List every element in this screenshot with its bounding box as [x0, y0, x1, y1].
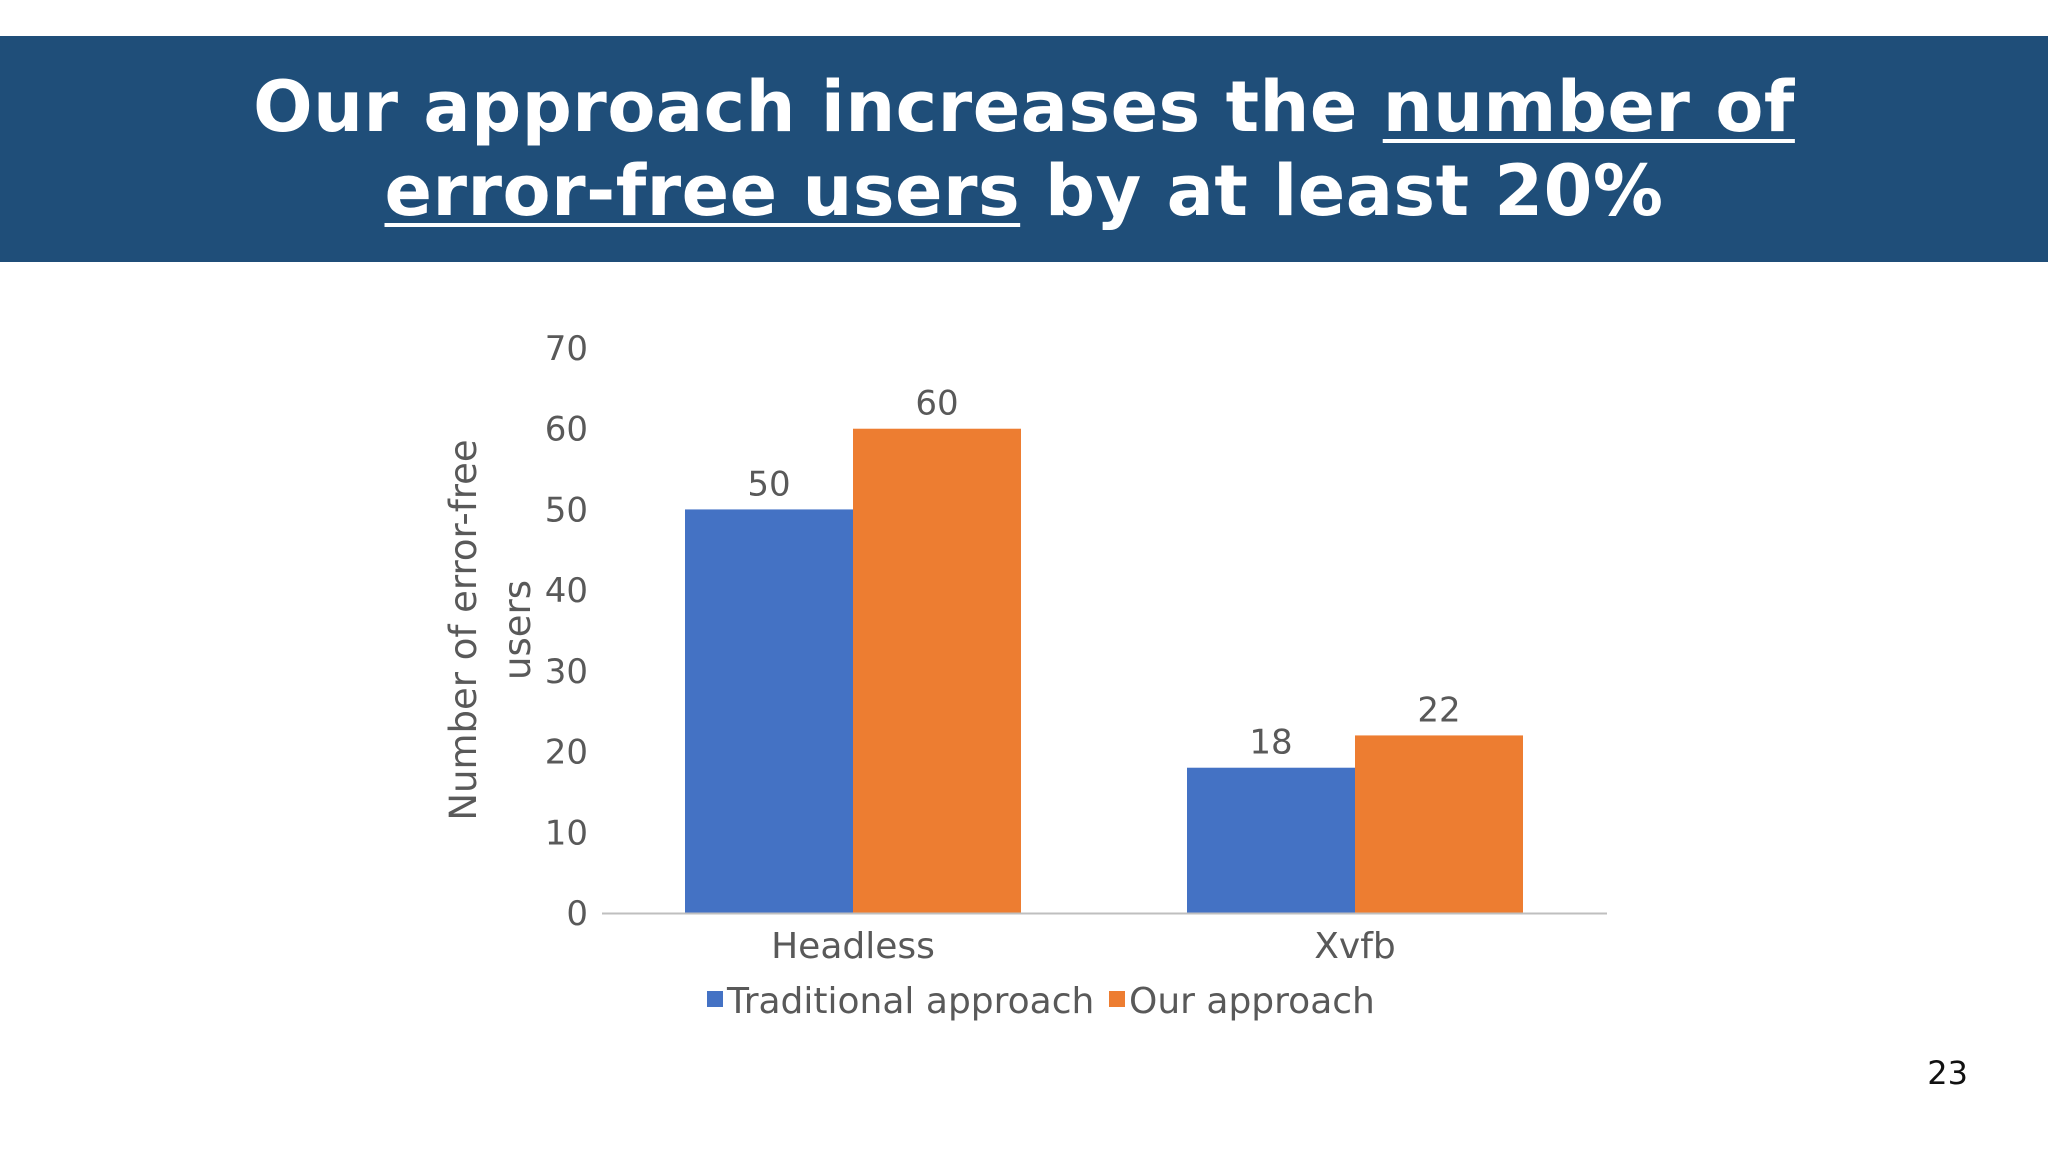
bar: [853, 428, 1021, 913]
y-tick-label: 30: [545, 652, 588, 692]
bar: [1355, 735, 1523, 913]
title-text: Our approach increases the: [253, 66, 1383, 148]
data-label: 18: [1249, 723, 1292, 763]
y-tick-label: 20: [545, 733, 588, 773]
title-text: by at least 20%: [1020, 150, 1664, 232]
bar: [685, 509, 853, 913]
y-tick-label: 60: [545, 410, 588, 450]
x-tick-label: Headless: [771, 926, 935, 967]
data-label: 22: [1417, 690, 1460, 730]
title-banner: Our approach increases the number of err…: [0, 36, 2048, 262]
legend-label: Our approach: [1129, 981, 1375, 1022]
legend-swatch: [707, 991, 723, 1007]
data-label: 60: [915, 384, 958, 424]
slide-title-line-1: Our approach increases the number of: [253, 65, 1795, 149]
y-tick-label: 40: [545, 571, 588, 611]
bar: [1187, 767, 1355, 913]
y-tick-label: 10: [545, 813, 588, 853]
y-axis-label: users: [496, 580, 539, 680]
slide-title-line-2: error-free users by at least 20%: [385, 149, 1664, 233]
data-label: 50: [747, 464, 790, 504]
y-tick-label: 70: [545, 329, 588, 369]
y-axis-label: Number of error-free: [442, 439, 485, 820]
page-number: 23: [1927, 1054, 1968, 1092]
y-tick-label: 50: [545, 490, 588, 530]
x-tick-label: Xvfb: [1314, 926, 1396, 967]
legend-swatch: [1109, 991, 1125, 1007]
title-emphasis-text: number of: [1382, 66, 1795, 148]
legend-label: Traditional approach: [726, 981, 1094, 1022]
title-emphasis-text: error-free users: [384, 150, 1021, 232]
y-tick-label: 0: [566, 894, 588, 934]
